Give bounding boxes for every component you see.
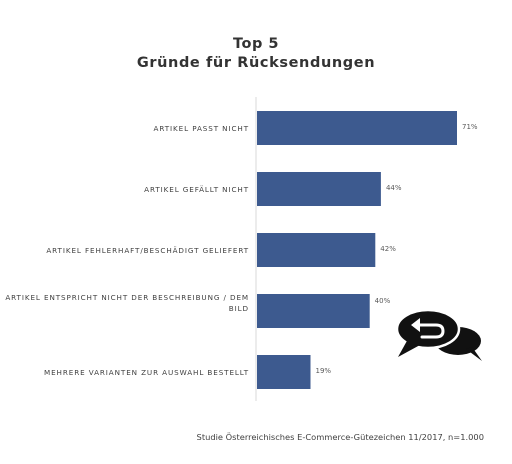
category-label: ARTIKEL FEHLERHAFT/BESCHÄDIGT GELIEFERT <box>46 245 249 255</box>
bar-1 <box>257 111 457 145</box>
value-label: 42% <box>380 245 396 253</box>
category-label: ARTIKEL ENTSPRICHT NICHT DER BESCHREIBUN… <box>5 293 249 313</box>
category-label: ARTIKEL PASST NICHT <box>153 123 249 133</box>
category-label: ARTIKEL GEFÄLLT NICHT <box>144 184 249 194</box>
category-label: MEHRERE VARIANTEN ZUR AUSWAHL BESTELLT <box>44 367 249 377</box>
value-label: 40% <box>374 297 391 305</box>
source-note: Studie Österreichisches E-Commerce-Gütez… <box>196 432 484 442</box>
value-label: 19% <box>315 367 332 375</box>
bar-3 <box>257 233 376 267</box>
value-label: 71% <box>462 123 478 131</box>
bar-2 <box>257 172 381 206</box>
chat-return-icon <box>396 308 482 361</box>
bar-4 <box>257 294 370 328</box>
bar-5 <box>257 355 311 389</box>
chart-title-line2: Gründe für Rücksendungen <box>136 55 376 71</box>
value-label: 44% <box>385 184 402 192</box>
chart-title-line1: Top 5 <box>233 36 279 52</box>
